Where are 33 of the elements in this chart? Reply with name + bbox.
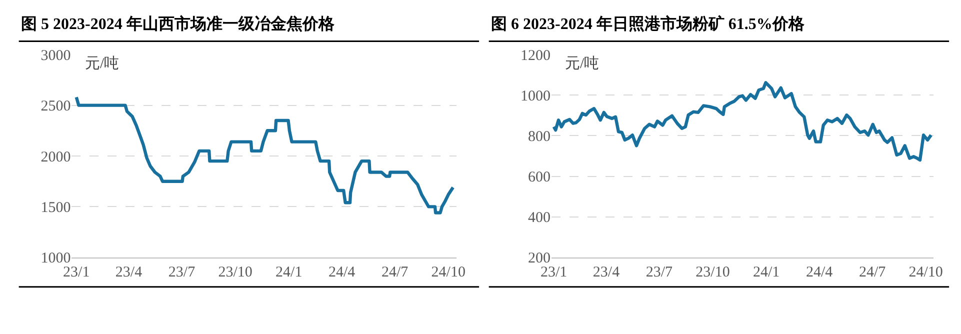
chart-title: 图 5 2023-2024 年山西市场准一级冶金焦价格 — [21, 15, 336, 33]
x-tick-label: 24/4 — [806, 264, 834, 280]
x-tick-label: 23/4 — [115, 264, 143, 280]
x-tick-label: 24/1 — [752, 264, 780, 280]
x-tick-label: 24/4 — [328, 264, 356, 280]
chart-title: 图 6 2023-2024 年日照港市场粉矿 61.5%价格 — [491, 15, 806, 33]
y-tick-label: 200 — [528, 250, 551, 267]
y-tick-label: 3000 — [40, 48, 71, 64]
y-tick-label: 1200 — [520, 48, 551, 64]
x-tick-label: 24/7 — [858, 264, 886, 280]
y-tick-label: 600 — [528, 170, 551, 186]
x-tick-label: 23/7 — [646, 264, 674, 280]
y-tick-label: 2000 — [40, 149, 71, 166]
line-series — [552, 80, 933, 162]
y-tick-label: 1000 — [520, 88, 551, 104]
x-tick-label: 23/4 — [592, 264, 620, 280]
x-tick-label: 24/10 — [908, 264, 943, 280]
y-tick-label: 1500 — [40, 200, 71, 216]
x-tick-label: 24/10 — [431, 264, 466, 280]
y-axis-title: 元/吨 — [565, 55, 600, 72]
y-tick-label: 2500 — [40, 98, 71, 115]
x-tick-label: 23/1 — [63, 264, 90, 280]
x-tick-label: 23/1 — [540, 264, 568, 280]
x-tick-label: 24/1 — [276, 264, 302, 280]
x-tick-label: 23/10 — [696, 264, 730, 280]
x-tick-label: 23/10 — [218, 264, 252, 280]
y-tick-label: 400 — [528, 210, 551, 226]
x-tick-label: 24/7 — [381, 264, 409, 280]
y-tick-label: 800 — [528, 128, 551, 145]
x-tick-label: 23/7 — [168, 264, 196, 280]
line-series — [74, 96, 455, 214]
y-tick-label: 1000 — [40, 250, 71, 267]
y-axis-title: 元/吨 — [85, 55, 120, 72]
